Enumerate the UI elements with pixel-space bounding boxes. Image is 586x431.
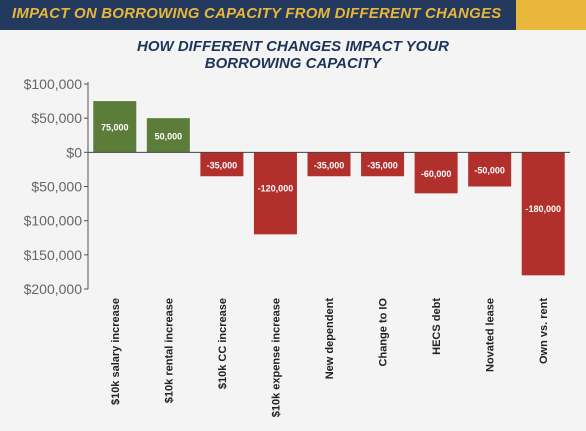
x-tick-label: $10k salary increase: [110, 298, 122, 405]
x-tick-label: Change to IO: [378, 298, 390, 367]
bar: [521, 152, 565, 276]
data-label: -35,000: [207, 160, 238, 170]
x-tick-label: $10k expense increase: [270, 298, 282, 417]
y-tick-label: $0: [66, 144, 82, 160]
data-label: 50,000: [155, 131, 183, 141]
bar: [361, 152, 405, 177]
y-tick-label: $100,000: [24, 76, 83, 92]
x-tick-label: $10k CC increase: [217, 298, 229, 389]
data-label: -35,000: [314, 160, 345, 170]
y-tick-label: $50,000: [31, 110, 82, 126]
data-label: 75,000: [101, 123, 129, 133]
data-label: -50,000: [474, 165, 505, 175]
chart-title-line2: BORROWING CAPACITY: [204, 55, 382, 72]
y-tick-label: $100,000: [24, 213, 83, 229]
x-tick-label: New dependent: [324, 298, 336, 380]
bar: [200, 152, 244, 177]
x-tick-label: Own vs. rent: [538, 298, 550, 364]
x-tick-label: $10k rental increase: [163, 298, 175, 403]
x-tick-label: HECS debt: [431, 298, 443, 355]
data-label: -60,000: [421, 169, 452, 179]
bar: [307, 152, 351, 177]
data-label: -120,000: [258, 183, 294, 193]
data-label: -180,000: [525, 204, 561, 214]
chart-title-line1: HOW DIFFERENT CHANGES IMPACT YOUR: [137, 38, 449, 55]
header-banner: IMPACT ON BORROWING CAPACITY FROM DIFFER…: [0, 0, 586, 30]
chart-title: HOW DIFFERENT CHANGES IMPACT YOUR BORROW…: [0, 38, 586, 72]
bar: [93, 101, 137, 153]
bar: [253, 152, 297, 235]
bar: [468, 152, 512, 187]
banner-title: IMPACT ON BORROWING CAPACITY FROM DIFFER…: [12, 5, 502, 22]
y-tick-label: $150,000: [24, 247, 83, 263]
x-tick-label: Novated lease: [485, 298, 497, 372]
y-tick-label: $200,000: [24, 281, 83, 297]
bar: [146, 118, 190, 153]
bar: [414, 152, 458, 194]
y-tick-label: $50,000: [31, 179, 82, 195]
banner-accent: [516, 0, 586, 30]
data-label: -35,000: [367, 160, 398, 170]
